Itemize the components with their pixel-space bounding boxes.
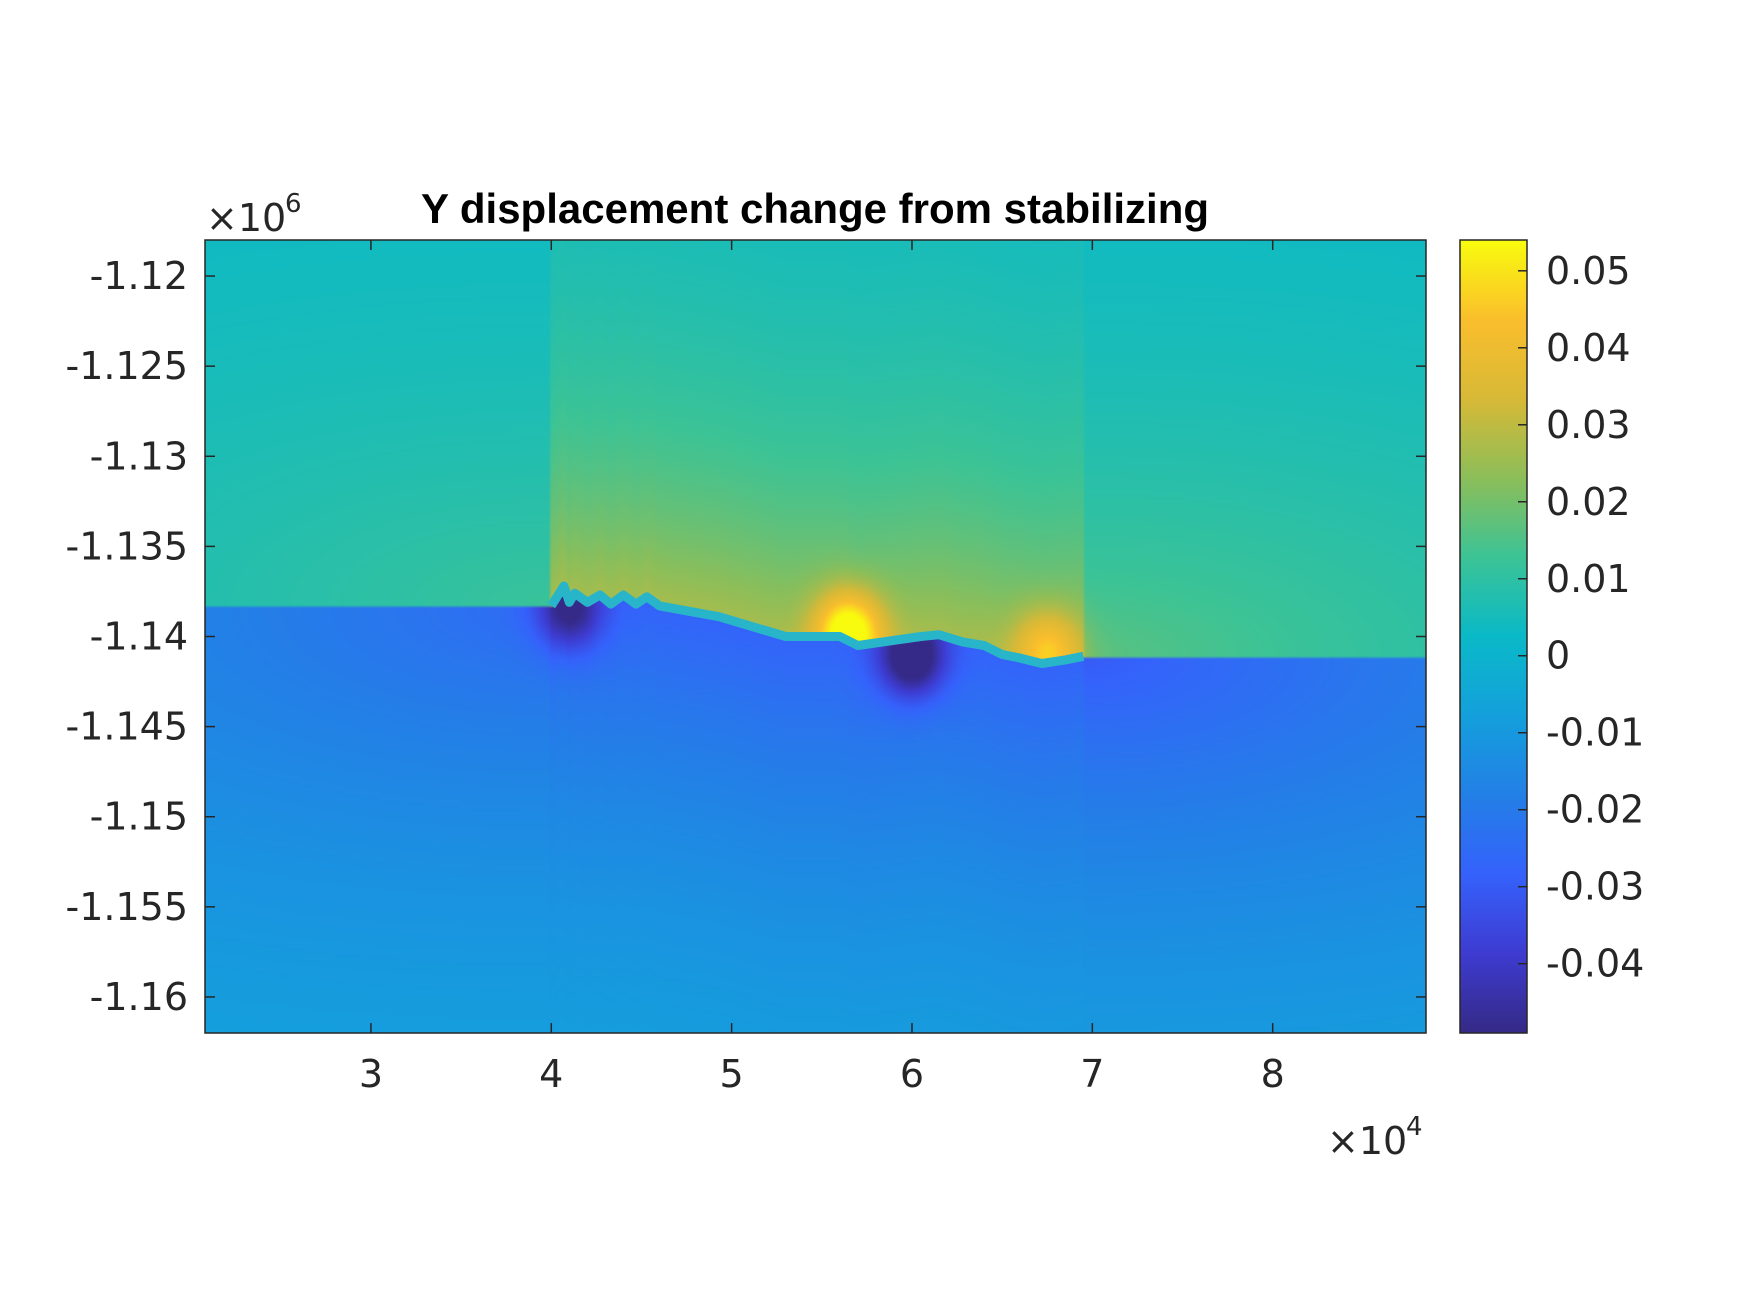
x-axis: 3 4 5 6 7 8 — [359, 240, 1285, 1096]
y-multiplier-base: ×10 — [206, 196, 286, 240]
colorbar-tick-label: -0.04 — [1546, 942, 1644, 986]
y-tick-label: -1.16 — [90, 975, 188, 1019]
x-multiplier-exponent: 4 — [1406, 1112, 1423, 1142]
colorbar-tick-label: 0.03 — [1546, 403, 1631, 447]
x-tick-label: 4 — [539, 1052, 563, 1096]
y-tick-label: -1.14 — [90, 615, 188, 659]
colorbar-gradient — [1460, 240, 1527, 1033]
y-tick-label: -1.15 — [90, 795, 188, 839]
x-tick-label: 5 — [720, 1052, 744, 1096]
x-multiplier-base: ×10 — [1327, 1119, 1407, 1163]
colorbar-tick-label: 0.05 — [1546, 249, 1631, 293]
y-tick-label: -1.12 — [90, 254, 188, 298]
colorbar-tick-label: -0.01 — [1546, 711, 1644, 755]
fault-trace-line — [547, 581, 1085, 668]
y-multiplier-exponent: 6 — [285, 189, 302, 219]
x-tick-label: 3 — [359, 1052, 383, 1096]
colorbar-tick-label: 0.02 — [1546, 480, 1631, 524]
colorbar-tick-label: 0 — [1546, 634, 1570, 678]
x-tick-label: 8 — [1261, 1052, 1285, 1096]
y-tick-label: -1.13 — [90, 434, 188, 478]
x-tick-label: 6 — [900, 1052, 924, 1096]
plot-area — [205, 240, 1426, 1033]
colorbar-ticks: 0.05 0.04 0.03 0.02 0.01 0 -0.01 -0.02 -0.03 -0.0… — [1518, 249, 1644, 986]
y-tick-label: -1.145 — [66, 705, 189, 749]
y-axis-multiplier: ×10 6 — [206, 189, 302, 240]
colorbar-tick-label: 0.01 — [1546, 557, 1631, 601]
colorbar-tick-label: -0.03 — [1546, 865, 1644, 909]
x-axis-multiplier: ×10 4 — [1327, 1112, 1423, 1163]
colorbar-frame — [1459, 239, 1528, 1034]
y-axis: -1.12 -1.125 -1.13 -1.135 -1.14 -1.145 -1.15 -1… — [66, 254, 1426, 1019]
x-tick-label: 7 — [1080, 1052, 1104, 1096]
chart-title: Y displacement change from stabilizing — [421, 185, 1209, 232]
y-tick-label: -1.135 — [66, 524, 189, 568]
colorbar-tick-label: -0.02 — [1546, 788, 1644, 832]
colorbar-tick-label: 0.04 — [1546, 326, 1631, 370]
colorbar: 0.05 0.04 0.03 0.02 0.01 0 -0.01 -0.02 -0.03 -0.0… — [1459, 239, 1644, 1034]
y-tick-label: -1.125 — [66, 344, 189, 388]
y-tick-label: -1.155 — [66, 885, 189, 929]
